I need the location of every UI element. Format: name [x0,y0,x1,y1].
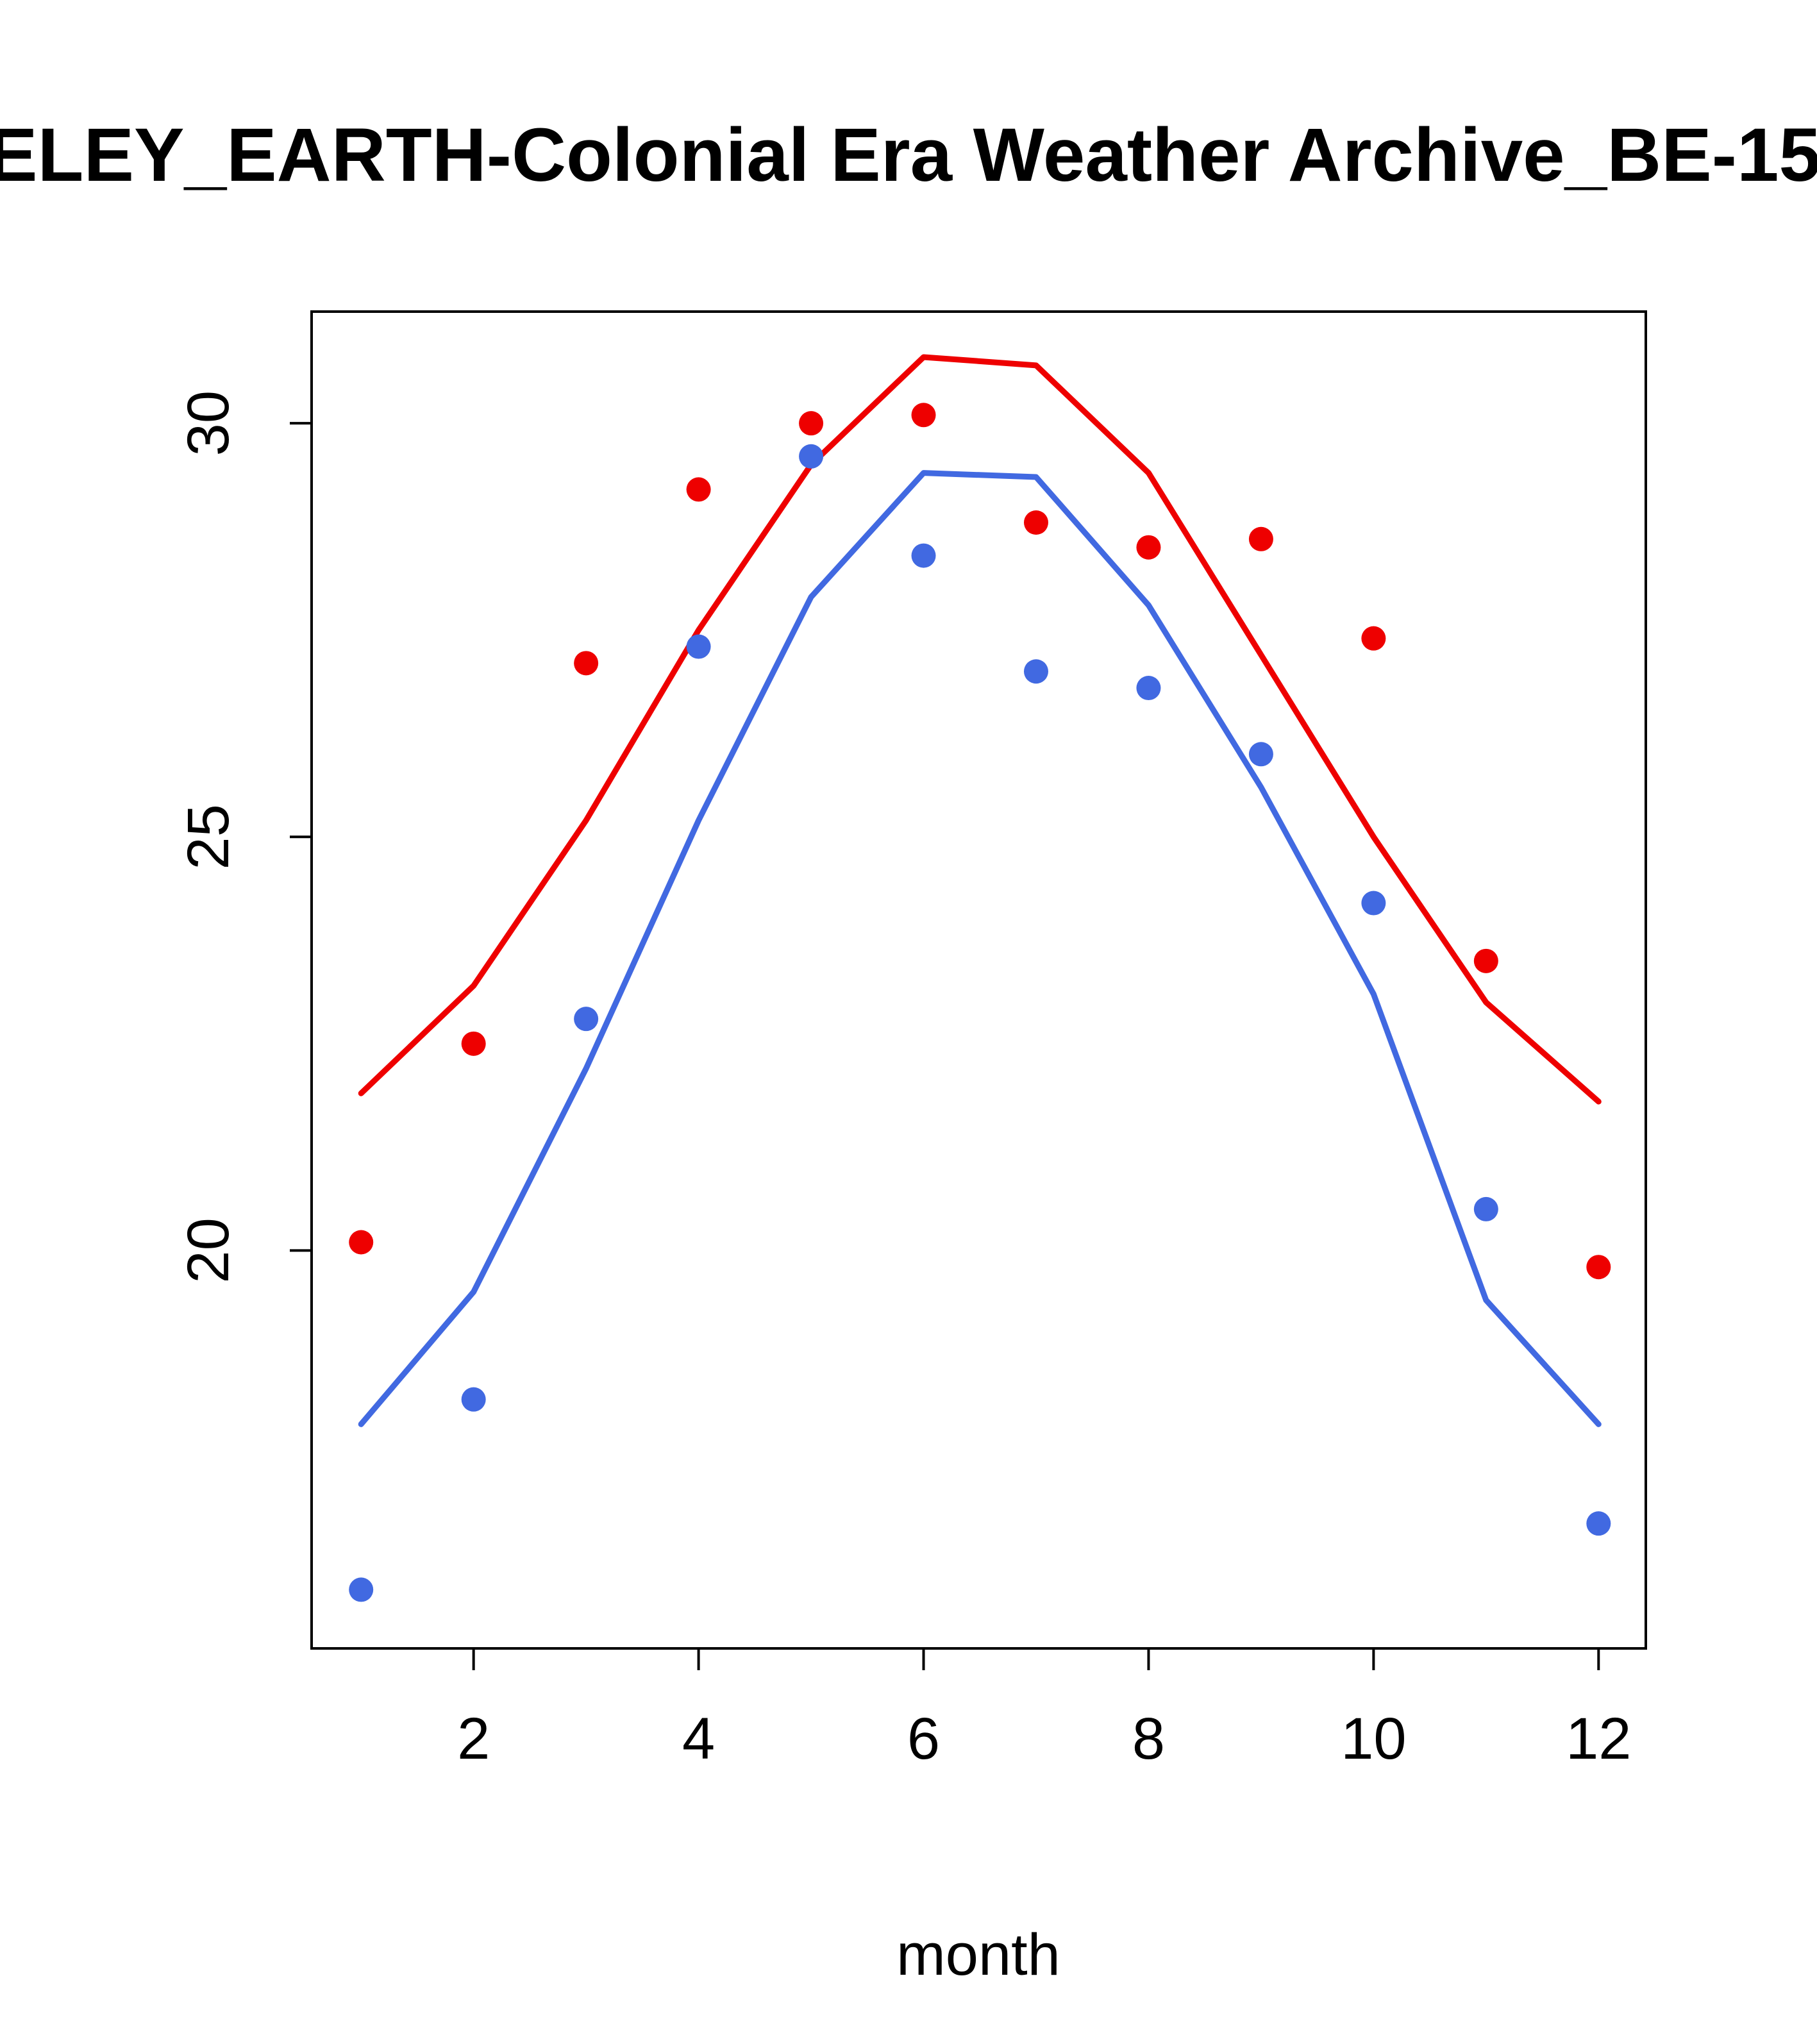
x-axis-label: month [896,1922,1060,1988]
blue-points-point [574,1007,599,1032]
y-tick-label: 25 [176,804,241,869]
blue-points-point [1023,659,1048,684]
red-points-point [911,403,936,428]
red-points-point [349,1230,374,1255]
y-tick-label: 20 [176,1218,241,1283]
x-tick-label: 12 [1566,1706,1631,1772]
y-tick-label: 30 [176,390,241,456]
blue-points-point [1248,742,1273,767]
x-tick-label: 2 [457,1706,490,1772]
x-tick-label: 4 [682,1706,715,1772]
red-points-point [1361,626,1386,651]
red-points-point [1248,526,1273,551]
blue-points-point [1136,676,1161,701]
red-points-point [1023,510,1048,535]
blue-points-point [1586,1511,1611,1536]
plot-border [310,310,1647,1650]
x-tick-label: 10 [1341,1706,1406,1772]
red-points-point [1473,948,1498,973]
blue-points-point [1361,891,1386,916]
red-line [358,354,1602,1105]
axes-layer: 2 4 6 8 10 12 20 25 30 [176,390,1631,1772]
blue-points-point [799,444,824,469]
red-points-point [1586,1255,1611,1280]
blue-points-point [686,634,711,659]
red-points-point [799,411,824,436]
x-tick-label: 6 [907,1706,940,1772]
red-points-point [686,477,711,502]
red-points-point [1136,535,1161,560]
series-layer [349,354,1611,1602]
blue-line [358,470,1602,1427]
blue-points-point [911,543,936,568]
chart-title: ELEY_EARTH-Colonial Era Weather Archive_… [0,113,1817,197]
blue-points-point [1473,1196,1498,1221]
x-tick-label: 8 [1132,1706,1165,1772]
red-points-point [574,651,599,676]
red-points-point [461,1031,486,1056]
blue-points-point [349,1577,374,1602]
blue-points-point [461,1387,486,1412]
